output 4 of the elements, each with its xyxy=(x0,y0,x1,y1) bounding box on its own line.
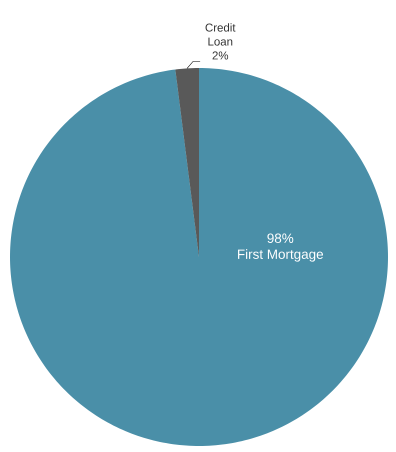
slice-label: First Mortgage xyxy=(238,249,324,262)
data-label: 2% xyxy=(212,51,228,60)
slice-label: Credit Loan xyxy=(206,23,236,46)
data-label: 98% xyxy=(267,233,294,243)
